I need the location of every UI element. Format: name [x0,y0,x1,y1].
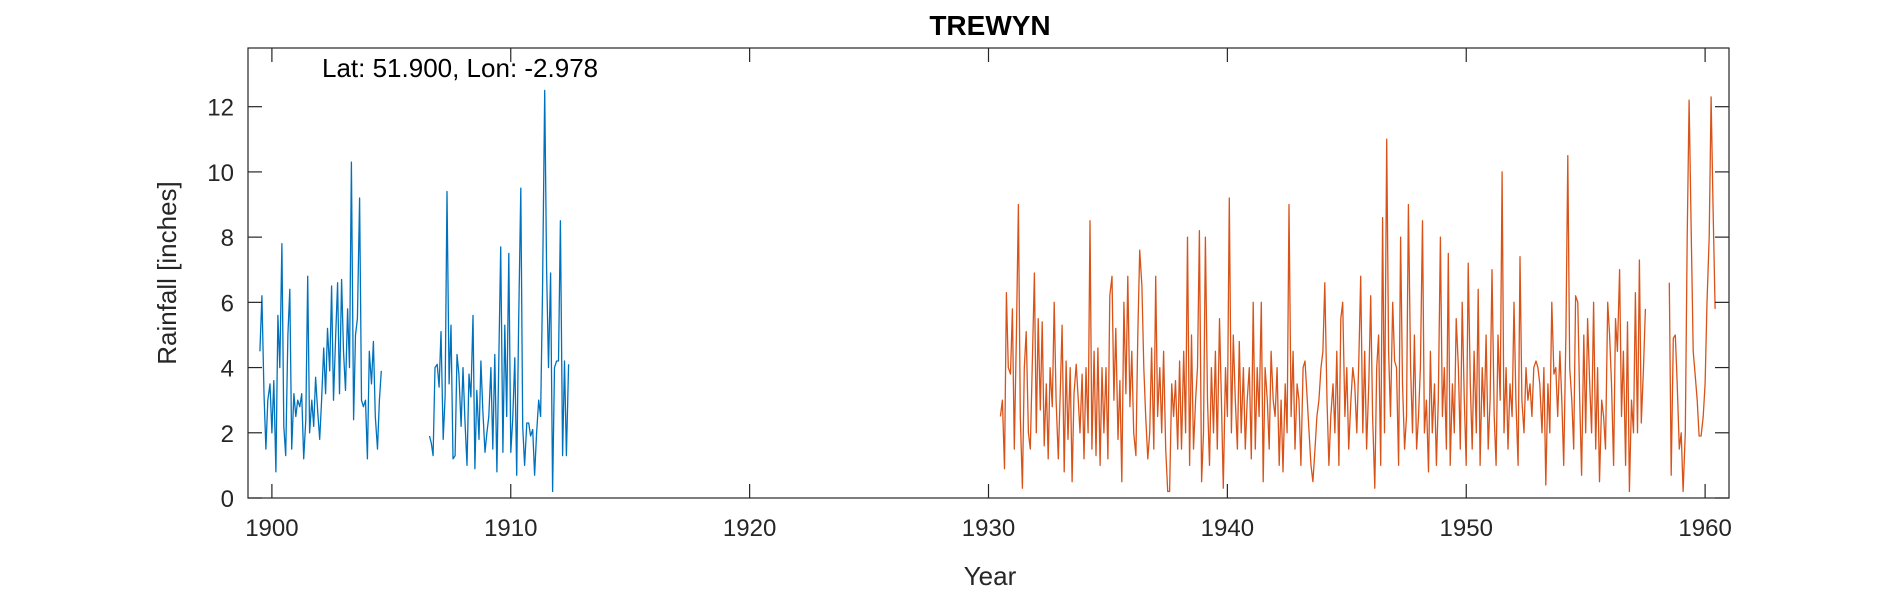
y-axis-label: Rainfall [inches] [152,181,182,365]
series-1-line-segment-2 [428,89,570,493]
series-1-line-segment-1 [259,161,382,473]
plot-area: 1900 1910 1920 1930 1940 1950 1960 0 2 4 6 8 10 12 [207,47,1732,542]
series-layer [259,89,1716,493]
chart-title: TREWYN [929,10,1050,41]
y-tick-label: 0 [221,486,234,513]
y-tick-label: 10 [207,160,234,187]
ticks-layer: 1900 1910 1920 1930 1940 1950 1960 0 2 4 6 8 10 12 [207,48,1732,542]
y-tick-label: 2 [221,421,234,448]
x-tick-label: 1960 [1678,515,1731,542]
x-tick-label: 1900 [245,515,298,542]
x-tick-label: 1920 [723,515,776,542]
y-tick-label: 8 [221,225,234,252]
location-annotation: Lat: 51.900, Lon: -2.978 [322,53,598,83]
y-tick-label: 4 [221,356,234,383]
x-tick-label: 1940 [1201,515,1254,542]
y-tick-label: 6 [221,290,234,317]
series-2-line-segment-1 [999,138,1647,493]
x-tick-label: 1910 [484,515,537,542]
x-tick-label: 1930 [962,515,1015,542]
x-axis-label: Year [964,561,1017,591]
x-tick-label: 1950 [1440,515,1493,542]
plot-frame [247,47,1730,499]
series-2-line-segment-2 [1668,96,1716,493]
y-tick-label: 12 [207,95,234,122]
